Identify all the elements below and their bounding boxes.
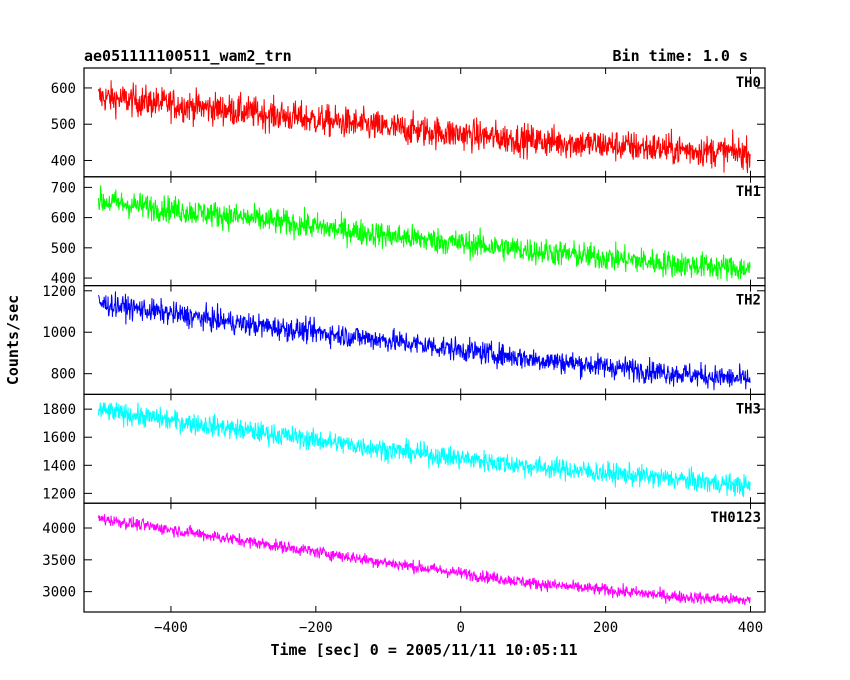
x-tick-label: −200 bbox=[299, 620, 333, 636]
panel-frame bbox=[83, 502, 766, 613]
bin-time-label: Bin time: 1.0 s bbox=[613, 47, 748, 65]
x-axis: −400 −200 0 200 400 bbox=[154, 620, 763, 636]
series-line-th3 bbox=[97, 402, 751, 498]
panel-th0: 400 500 600 TH0 bbox=[51, 67, 766, 178]
y-tick-label: 3000 bbox=[42, 585, 76, 601]
y-tick-label: 400 bbox=[51, 153, 76, 169]
y-tick-label: 400 bbox=[51, 271, 76, 287]
y-axis-label: Counts/sec bbox=[4, 295, 22, 385]
y-tick-label: 1600 bbox=[42, 430, 76, 446]
x-tick-label: −400 bbox=[154, 620, 188, 636]
y-tick-label: 1400 bbox=[42, 458, 76, 474]
panel-label-th0123: TH0123 bbox=[710, 510, 761, 526]
y-tick-label: 1200 bbox=[42, 486, 76, 502]
panel-label-th0: TH0 bbox=[736, 75, 761, 91]
panels: 400 500 600 TH0 400 500 600 700 TH1 800 1000 1200 TH… bbox=[42, 67, 766, 613]
x-axis-label: Time [sec] 0 = 2005/11/11 10:05:11 bbox=[270, 641, 577, 659]
panel-frame bbox=[83, 285, 766, 396]
chart-title: ae051111100511_wam2_trn bbox=[84, 47, 292, 65]
x-tick-label: 400 bbox=[738, 620, 763, 636]
y-tick-label: 4000 bbox=[42, 521, 76, 537]
series-line-th2 bbox=[98, 291, 751, 391]
y-tick-label: 1200 bbox=[42, 284, 76, 300]
x-tick-label: 0 bbox=[457, 620, 465, 636]
panel-th3: 1200 1400 1600 1800 TH3 bbox=[42, 393, 766, 504]
y-tick-label: 500 bbox=[51, 117, 76, 133]
y-tick-label: 1000 bbox=[42, 325, 76, 341]
panel-label-th2: TH2 bbox=[736, 293, 761, 309]
series-line-th0123 bbox=[97, 514, 751, 606]
series-line-th0 bbox=[97, 80, 751, 174]
y-tick-label: 3500 bbox=[42, 553, 76, 569]
x-tick-label: 200 bbox=[593, 620, 618, 636]
panel-label-th3: TH3 bbox=[736, 401, 761, 417]
panel-th0123: 3000 3500 4000 TH0123 bbox=[42, 502, 766, 613]
y-tick-label: 500 bbox=[51, 241, 76, 257]
y-tick-label: 800 bbox=[51, 367, 76, 383]
panel-th1: 400 500 600 700 TH1 bbox=[51, 176, 766, 287]
panel-label-th1: TH1 bbox=[736, 184, 761, 200]
y-tick-label: 600 bbox=[51, 81, 76, 97]
y-tick-label: 1800 bbox=[42, 402, 76, 418]
panel-th2: 800 1000 1200 TH2 bbox=[42, 284, 766, 396]
y-tick-label: 700 bbox=[51, 180, 76, 196]
y-tick-label: 600 bbox=[51, 211, 76, 227]
series-line-th1 bbox=[97, 185, 751, 282]
